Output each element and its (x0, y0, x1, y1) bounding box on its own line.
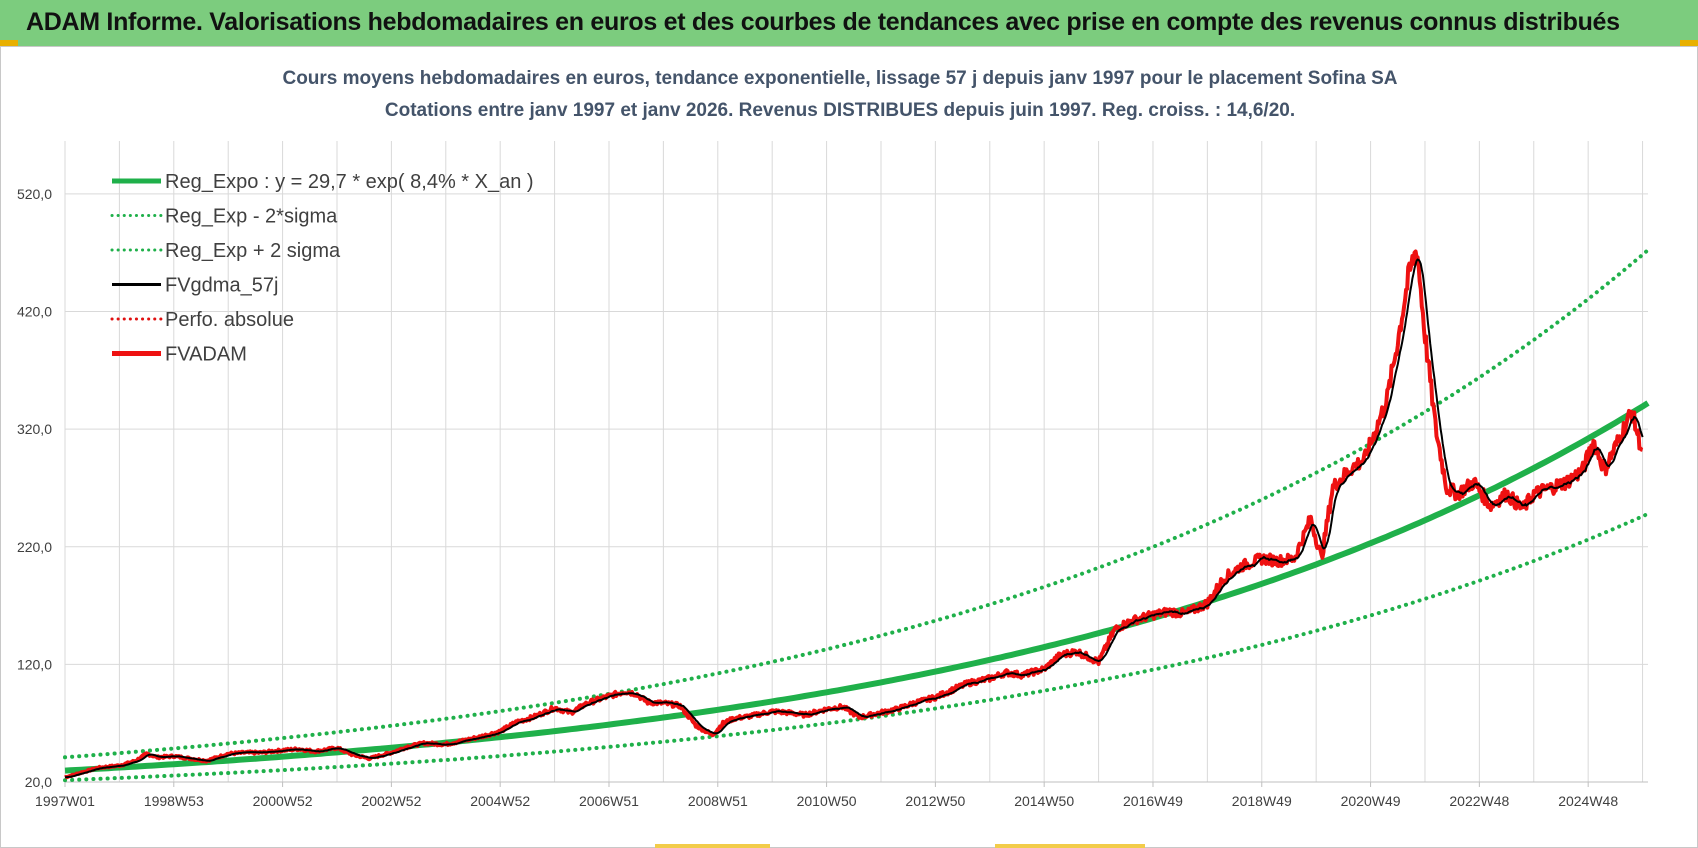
x-tick-label: 2018W49 (1232, 793, 1292, 809)
x-tick-label: 1997W01 (35, 793, 95, 809)
y-tick-label: 120,0 (17, 656, 52, 672)
chart-area: Cours moyens hebdomadaires en euros, ten… (17, 68, 1650, 809)
x-tick-label: 2004W52 (470, 793, 530, 809)
banner-corner-left (0, 40, 18, 46)
x-tick-label: 2020W49 (1341, 793, 1401, 809)
fvadam-line (64, 249, 1644, 780)
y-tick-label: 320,0 (17, 421, 52, 437)
reg-exp-minus-2sigma-line (63, 511, 1650, 783)
legend-label: Perfo. absolue (165, 309, 294, 331)
chart-lines (63, 248, 1650, 783)
x-tick-label: 2006W51 (579, 793, 639, 809)
x-tick-label: 2022W48 (1449, 793, 1509, 809)
legend-label: FVADAM (165, 344, 247, 366)
y-tick-label: 220,0 (17, 539, 52, 555)
x-tick-label: 2008W51 (688, 793, 748, 809)
x-tick-label: 2012W50 (905, 793, 965, 809)
chart-title: Cours moyens hebdomadaires en euros, ten… (282, 68, 1397, 89)
y-axis: 20,0 120,0 220,0 320,0 420,0 520,0 (17, 186, 52, 790)
y-tick-label: 20,0 (25, 774, 52, 790)
x-tick-label: 2014W50 (1014, 793, 1074, 809)
legend-label: Reg_Expo : y = 29,7 * exp( 8,4% * X_an ) (165, 171, 534, 193)
x-tick-label: 2016W49 (1123, 793, 1183, 809)
x-axis: 1997W01 1998W53 2000W52 2002W52 2004W52 2006W… (35, 781, 1648, 809)
x-tick-label: 2000W52 (253, 793, 313, 809)
x-tick-label: 1998W53 (144, 793, 204, 809)
legend-label: Reg_Exp + 2 sigma (165, 240, 341, 262)
banner-title: ADAM Informe. Valorisations hebdomadaire… (26, 8, 1620, 36)
legend-label: Reg_Exp - 2*sigma (165, 206, 338, 228)
x-tick-label: 2024W48 (1558, 793, 1618, 809)
x-tick-label: 2002W52 (361, 793, 421, 809)
chart-grid (64, 141, 1648, 783)
chart-subtitle: Cotations entre janv 1997 et janv 2026. … (385, 100, 1295, 121)
header-banner: ADAM Informe. Valorisations hebdomadaire… (0, 0, 1698, 47)
fvgdma-57j-line (64, 258, 1644, 779)
chart-legend: Reg_Expo : y = 29,7 * exp( 8,4% * X_an )… (110, 171, 534, 366)
x-tick-label: 2010W50 (797, 793, 857, 809)
bottom-tab-1 (655, 844, 770, 848)
reg-expo-line (64, 400, 1650, 774)
legend-label: FVgdma_57j (165, 275, 278, 297)
y-tick-label: 520,0 (17, 186, 52, 202)
reg-exp-plus-2sigma-line (63, 248, 1650, 760)
banner-corner-right (1680, 40, 1698, 46)
bottom-tab-2 (995, 844, 1145, 848)
y-tick-label: 420,0 (17, 304, 52, 320)
